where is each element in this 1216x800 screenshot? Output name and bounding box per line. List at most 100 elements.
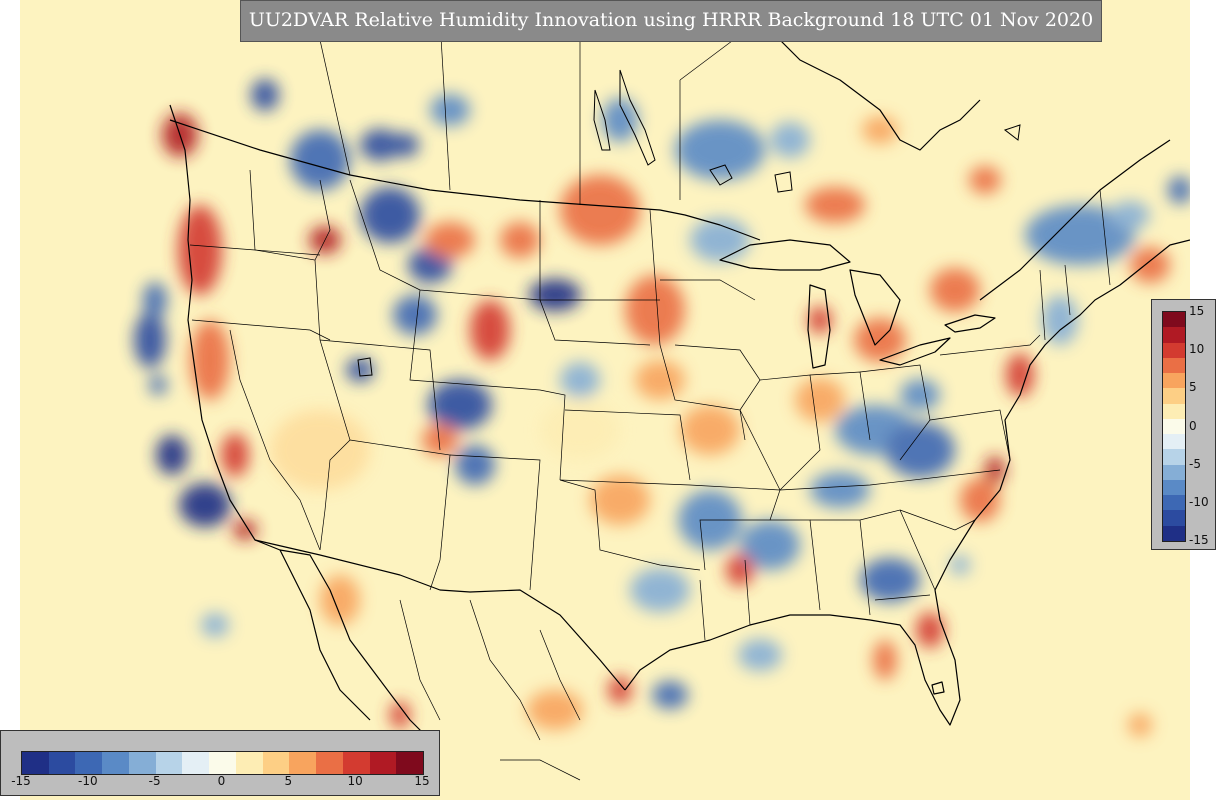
state-line (939, 334, 1041, 356)
state-line (1064, 264, 1071, 316)
lake-ontario (944, 314, 996, 333)
colorbar-tick-label: 5 (284, 774, 293, 788)
gulf-coastline (624, 589, 961, 726)
state-line (564, 409, 691, 481)
baja-coastline (279, 549, 371, 721)
colorbar-swatch (128, 752, 157, 774)
colorbar-swatch (235, 752, 264, 774)
anomaly-blob (960, 478, 1000, 522)
colorbar-swatch (1163, 388, 1185, 405)
colorbar-swatch (1163, 495, 1185, 511)
us-canada-border (169, 119, 761, 241)
map-title: UU2DVAR Relative Humidity Innovation usi… (240, 0, 1102, 42)
state-line (660, 279, 756, 301)
anomaly-blob (233, 520, 257, 540)
anomaly-blob (527, 690, 583, 730)
colorbar-swatch (1163, 464, 1185, 481)
state-line (929, 409, 1011, 461)
colorbar-swatch (1163, 449, 1185, 466)
state-line (649, 209, 741, 411)
anomaly-blob (360, 187, 420, 243)
anomaly-blob (201, 613, 229, 637)
anomaly-blob (985, 456, 1005, 484)
colorbar-vertical: -15 -10 -5 0 5 10 15 (1151, 299, 1216, 550)
canada-water-bodies (357, 69, 1021, 377)
colorbar-tick-label: 10 (1189, 342, 1205, 357)
lake-st-john (1003, 124, 1021, 141)
anomaly-blob (1025, 205, 1135, 265)
colorbar-swatch (48, 752, 76, 774)
anomaly-blob (455, 445, 495, 485)
state-line (779, 469, 1001, 491)
anomaly-blob (346, 358, 374, 382)
anomaly-blob (690, 218, 750, 262)
anomaly-blob (390, 701, 410, 729)
province-line (319, 39, 351, 176)
pacific-coastline (169, 104, 431, 741)
state-line (899, 509, 976, 531)
state-line (319, 339, 351, 551)
colorbar-tick-label: -5 (148, 774, 161, 788)
state-lines (189, 19, 1111, 781)
colorbar-swatch (1163, 479, 1185, 496)
anomaly-blob (290, 130, 350, 190)
boundaries (169, 19, 1190, 741)
anomaly-blob (808, 306, 832, 334)
anomaly-blob (360, 129, 400, 161)
anomaly-blob (738, 639, 782, 671)
lake-huron (849, 269, 901, 346)
anomaly-blob (860, 558, 920, 602)
anomaly-blob (470, 300, 510, 360)
anomaly-blob (422, 424, 458, 456)
lake-manitoba (593, 89, 611, 151)
colorbar-swatch (289, 752, 317, 774)
anomaly-blob (1006, 353, 1034, 397)
colorbar-swatch (1163, 327, 1185, 344)
state-line (874, 594, 931, 601)
lake-michigan (807, 284, 831, 369)
state-line (559, 479, 781, 491)
anomaly-blob (916, 612, 944, 648)
anomaly-blob (608, 676, 632, 704)
anomaly-blob (149, 375, 167, 395)
colorbar-tick-label: 15 (414, 774, 430, 788)
map-canvas (134, 19, 1190, 781)
state-line (349, 179, 541, 301)
anomaly-blob (652, 681, 688, 709)
lake-of-the-woods (709, 164, 733, 186)
state-line (314, 179, 331, 261)
colorbar-swatch (1163, 434, 1185, 450)
anomaly-blob (1168, 176, 1190, 204)
anomaly-blob (540, 400, 620, 460)
anomaly-blob (320, 575, 360, 625)
anomaly-blob (740, 520, 800, 570)
anomaly-blob (178, 205, 222, 295)
colorbar-swatch (1163, 525, 1185, 542)
anomaly-blob (270, 410, 370, 490)
colorbar-swatch (1163, 510, 1185, 527)
state-line (759, 374, 821, 491)
anomaly-blob (625, 275, 685, 345)
state-line (539, 200, 651, 346)
state-line (859, 364, 931, 461)
colorbar-swatch (1163, 418, 1185, 435)
lake-superior (719, 239, 851, 271)
anomaly-blob (430, 94, 470, 126)
state-line (559, 479, 701, 571)
anomaly-blob (795, 378, 845, 422)
anomaly-blob (529, 279, 581, 311)
colorbar-horizontal-gradient (21, 751, 424, 775)
colorbar-tick-label: 0 (217, 774, 226, 788)
mexico-state-line (469, 599, 541, 741)
colorbar-tick-label: 15 (1189, 304, 1205, 318)
anomaly-blob (156, 435, 188, 475)
anomaly-blob (810, 472, 870, 508)
colorbar-swatch (369, 752, 397, 774)
anomaly-blob (873, 640, 897, 680)
state-line (191, 319, 331, 341)
state-line (744, 559, 751, 626)
anomaly-blob (770, 122, 810, 158)
state-line (249, 169, 321, 341)
colorbar-swatch (209, 752, 237, 774)
